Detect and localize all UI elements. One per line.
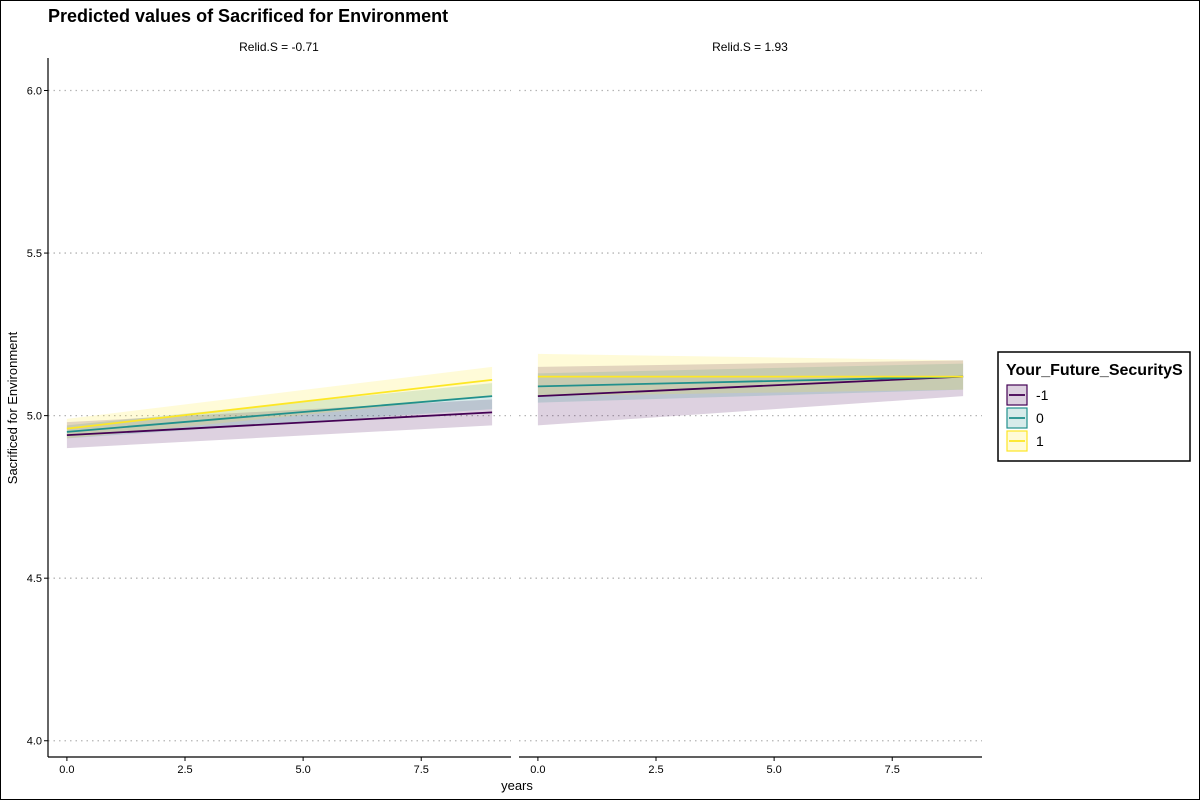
x-tick-label: 5.0 <box>295 764 310 776</box>
ci-band-1 <box>537 353 964 397</box>
panel-right: Relid.S = 1.93 0.0 2.5 5.0 7.5 <box>519 40 982 776</box>
series-line--1 <box>66 411 493 437</box>
ci-band-0 <box>66 383 493 439</box>
y-tick-label: 6.0 <box>27 86 42 98</box>
x-tick-label: 7.5 <box>414 764 429 776</box>
x-tick-label: 5.0 <box>766 764 781 776</box>
y-tick-label: 5.0 <box>27 411 42 423</box>
legend: Your_Future_SecurityS -1 0 1 <box>997 351 1191 462</box>
y-tick-label: 5.5 <box>27 248 42 260</box>
panel-label-left: Relid.S = -0.71 <box>239 40 319 54</box>
series-line-0 <box>66 395 493 433</box>
series-line-0 <box>537 375 964 388</box>
legend-title: Your_Future_SecurityS <box>1006 362 1183 379</box>
x-tick-label: 2.5 <box>177 764 192 776</box>
y-axis-title: Sacrificed for Environment <box>5 331 20 484</box>
x-tick-label: 7.5 <box>885 764 900 776</box>
series-line-1 <box>66 378 493 430</box>
legend-label-1: 1 <box>1036 433 1044 449</box>
y-tick-label: 4.5 <box>27 573 42 585</box>
panel-label-right: Relid.S = 1.93 <box>712 40 788 54</box>
legend-label-0: 0 <box>1036 410 1044 426</box>
x-tick-label: 0.0 <box>530 764 545 776</box>
x-axis-title: years <box>501 778 533 793</box>
y-tick-label: 4.0 <box>27 736 42 748</box>
chart-title: Predicted values of Sacrificed for Envir… <box>48 6 448 26</box>
x-tick-label: 0.0 <box>59 764 74 776</box>
ci-band-0 <box>537 363 964 403</box>
series-line--1 <box>537 375 964 398</box>
x-tick-label: 2.5 <box>648 764 663 776</box>
legend-box <box>997 351 1191 462</box>
ci-band-1 <box>66 366 493 439</box>
panel-left: Relid.S = -0.71 0.0 2.5 5.0 7.5 4.0 4.5 5.0 5.5… <box>27 40 511 776</box>
legend-label--1: -1 <box>1036 387 1049 403</box>
